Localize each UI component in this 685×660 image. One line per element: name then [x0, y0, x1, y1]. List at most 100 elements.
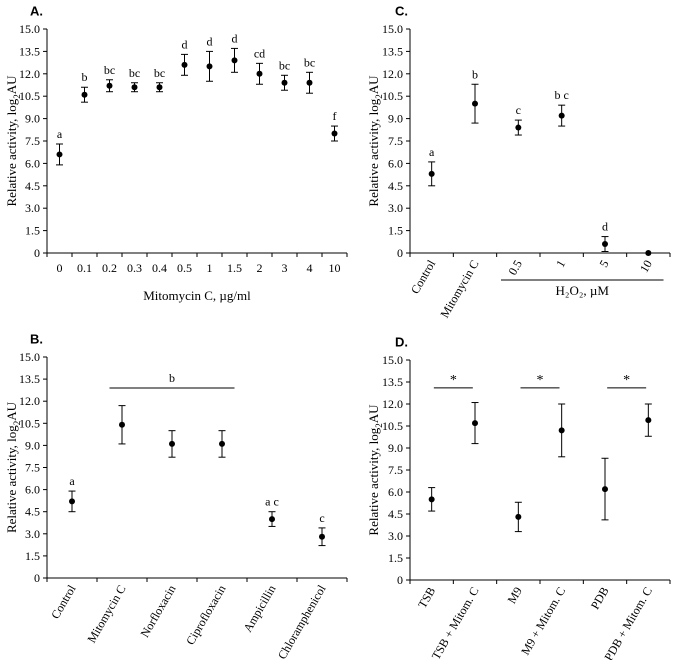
data-point [131, 84, 138, 91]
y-tick-label: 1.5 [388, 224, 403, 238]
y-tick-label: 1.5 [25, 224, 40, 238]
y-tick-label: 0 [397, 573, 403, 587]
x-tick-label: Mitomycin C [437, 258, 481, 321]
significance-letter: a [69, 474, 75, 488]
y-tick-label: 6.0 [25, 483, 40, 497]
y-tick-label: 15.0 [19, 350, 40, 364]
y-tick-label: 3.0 [388, 529, 403, 543]
x-tick-label: 3 [282, 261, 288, 275]
significance-letter: d [182, 37, 188, 51]
y-tick-label: 13.5 [19, 372, 40, 386]
y-tick-label: 12.0 [19, 67, 40, 81]
x-tick-label: 1 [553, 258, 568, 270]
x-tick-label: Chloramphenicol [275, 582, 329, 660]
y-tick-label: 3.0 [388, 201, 403, 215]
significance-letter: bc [129, 66, 140, 80]
x-tick-label: 4 [307, 261, 313, 275]
y-tick-label: 4.5 [25, 179, 40, 193]
data-point [558, 112, 565, 119]
y-axis-label-tail: AU [4, 401, 19, 420]
y-tick-label: 10.5 [19, 89, 40, 103]
data-point [281, 79, 288, 86]
x-tick-label: Ciprofloxacin [183, 583, 228, 648]
x-axis-label: Mitomycin C, µg/ml [143, 288, 251, 303]
y-tick-label: 6.0 [388, 485, 403, 499]
group-letter: b [169, 371, 175, 385]
panel-label: C. [395, 3, 408, 18]
panel-label: B. [30, 331, 43, 346]
x-tick-label: 2 [257, 261, 263, 275]
significance-letter: bc [279, 58, 290, 72]
x-tick-label: 0.3 [127, 261, 142, 275]
significance-letter: d [207, 34, 213, 48]
y-tick-label: 13.5 [382, 44, 403, 58]
significance-star: * [623, 373, 630, 388]
x-tick-label: 0 [57, 261, 63, 275]
x-tick-label: Control [408, 257, 439, 296]
y-axis-label: Relative activity, log2AU [4, 75, 22, 207]
panel-label: D. [395, 334, 408, 349]
data-point [602, 241, 608, 248]
data-point [269, 516, 275, 523]
data-point [119, 421, 125, 428]
y-axis-label-subscript: 2 [12, 94, 22, 99]
y-tick-label: 1.5 [25, 549, 40, 563]
significance-letter: a [57, 127, 63, 141]
x-tick-label: 0.5 [505, 258, 525, 278]
chart-panel-3: C.01.53.04.56.07.59.010.512.013.515.0Rel… [366, 3, 671, 321]
y-tick-label: 4.5 [388, 179, 403, 193]
y-tick-label: 10.5 [382, 89, 403, 103]
data-point [515, 124, 522, 131]
x-tick-label: M9 [504, 585, 524, 606]
data-point [256, 70, 263, 77]
significance-letter: a [429, 145, 435, 159]
data-point [645, 250, 652, 256]
y-tick-label: 0 [397, 246, 403, 260]
y-tick-label: 3.0 [25, 527, 40, 541]
data-point [106, 82, 113, 89]
x-tick-label: 1.5 [227, 261, 242, 275]
data-point [428, 170, 435, 177]
x-tick-label: M9 + Mitom. C [518, 585, 568, 658]
y-tick-label: 15.0 [382, 353, 403, 367]
significance-letter: bc [154, 66, 165, 80]
y-tick-label: 9.0 [25, 112, 40, 126]
chart-panel-4: D. 0 1.5 3.0 4.5 6.0 7.5 9.0 10.5 12.0 13.5 15.0 Rel… [366, 334, 671, 660]
data-point [515, 513, 522, 520]
significance-letter: b c [555, 88, 569, 102]
data-point [219, 440, 225, 447]
y-tick-label: 9.0 [25, 438, 40, 452]
data-point [206, 63, 213, 70]
data-point [169, 440, 175, 447]
y-axis-label-main: Relative activity, log [366, 98, 381, 206]
y-axis-label-main: Relative activity, log [4, 425, 19, 533]
y-tick-label: 7.5 [25, 134, 40, 148]
data-point [645, 417, 652, 424]
y-tick-label: 15.0 [19, 22, 40, 36]
y-axis-label: Relative activity, log2AU [4, 401, 22, 533]
data-point [472, 420, 478, 427]
y-tick-label: 9.0 [388, 112, 403, 126]
y-tick-label: 7.5 [25, 461, 40, 475]
y-tick-label: 10.5 [19, 416, 40, 430]
y-tick-label: 12.0 [382, 397, 403, 411]
y-tick-label: 13.5 [382, 375, 403, 389]
data-point [331, 130, 338, 137]
data-point [56, 151, 63, 158]
y-tick-label: 4.5 [388, 507, 403, 521]
x-tick-label: PDB + Mitom. C [601, 585, 655, 660]
data-point [602, 486, 608, 493]
x-tick-label: Norfloxacin [137, 583, 178, 640]
data-point [306, 79, 313, 86]
y-axis-label-main: Relative activity, log [366, 427, 381, 535]
x-tick-label: PDB [588, 585, 612, 612]
significance-letter: cd [254, 46, 265, 60]
chart-panel-2: B. 0 1.5 3.0 4.5 6.0 7.5 9.0 10.5 12.0 13.5 15.0 Rel… [4, 331, 348, 660]
significance-star: * [450, 373, 457, 388]
y-tick-label: 10.5 [382, 419, 403, 433]
data-point [156, 84, 163, 91]
y-tick-label: 7.5 [388, 134, 403, 148]
x-group-label: H₂O₂, µM [556, 283, 610, 298]
y-tick-label: 12.0 [19, 394, 40, 408]
